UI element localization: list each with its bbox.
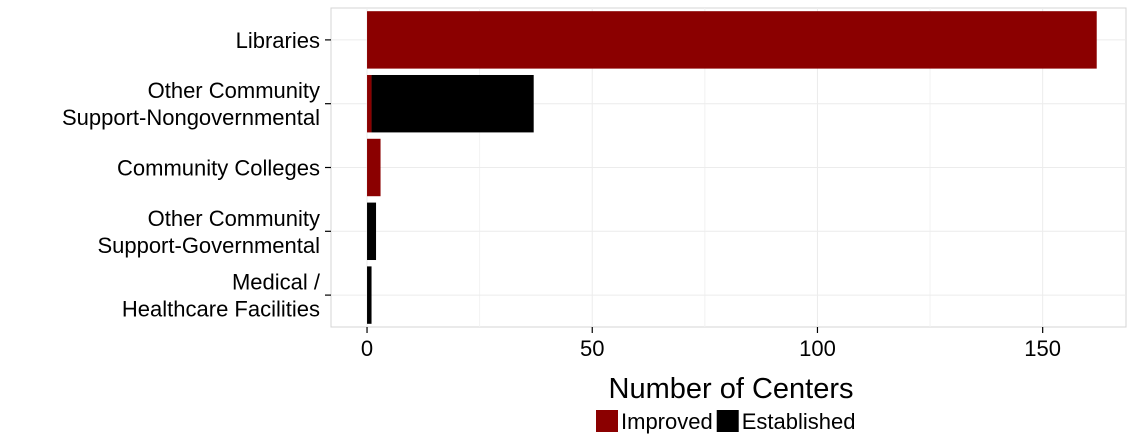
x-tick-label: 0 <box>361 336 373 361</box>
legend: Improved Established <box>596 409 855 434</box>
x-axis: 0 50 100 150 <box>361 327 1061 361</box>
bar-improved <box>367 11 1097 69</box>
legend-key-improved <box>596 410 618 432</box>
y-tick-label: Other Community <box>148 78 320 103</box>
y-tick-label: Support-Nongovernmental <box>62 105 320 130</box>
y-tick-label: Healthcare Facilities <box>122 297 320 322</box>
legend-key-established <box>716 410 739 432</box>
x-axis-title: Number of Centers <box>609 373 854 405</box>
bar-improved <box>367 74 372 133</box>
y-tick-label: Support-Governmental <box>97 233 320 258</box>
legend-label: Established <box>742 409 856 434</box>
bars <box>367 11 1097 324</box>
bar-improved <box>367 138 381 197</box>
bar-established <box>371 74 534 133</box>
x-tick-label: 50 <box>580 336 604 361</box>
y-tick-label: Other Community <box>148 206 320 231</box>
y-tick-label: Community Colleges <box>117 156 320 181</box>
x-tick-label: 100 <box>799 336 836 361</box>
y-tick-label: Medical / <box>232 270 321 295</box>
y-tick-label: Libraries <box>236 28 320 53</box>
bar-established <box>367 202 377 261</box>
x-tick-label: 150 <box>1024 336 1061 361</box>
legend-label: Improved <box>621 409 713 434</box>
bar-established <box>367 266 372 324</box>
